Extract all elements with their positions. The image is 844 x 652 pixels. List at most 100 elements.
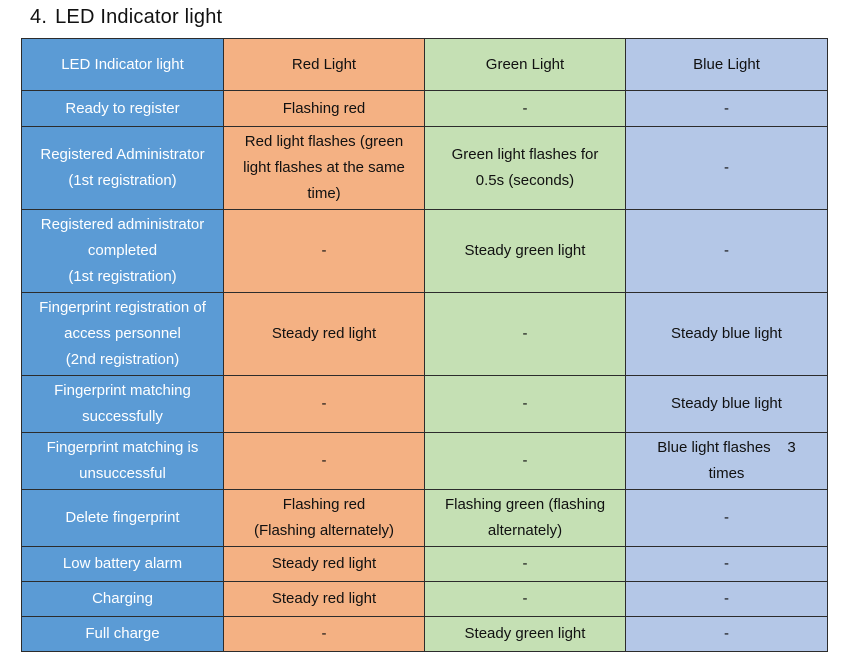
blue-light-cell: Steady blue light <box>625 292 828 376</box>
row-label-cell: Fingerprint registration of access person… <box>21 292 224 376</box>
cell-text-line: successfully <box>82 408 163 425</box>
cell-text-line: - <box>321 452 327 469</box>
table-row: Full charge - Steady green light - <box>21 616 828 652</box>
blue-light-cell: - <box>625 546 828 582</box>
blue-light-cell: - <box>625 90 828 127</box>
row-label-cell: Charging <box>21 581 224 617</box>
cell-text-line: - <box>724 159 729 176</box>
cell-text-line: Steady red light <box>271 590 377 607</box>
red-light-cell: - <box>223 432 425 490</box>
cell-text-line: 0.5s (seconds) <box>475 172 575 189</box>
cell-text-line: Registered administrator <box>40 216 205 233</box>
cell-text-line: Steady blue light <box>671 325 782 342</box>
cell-text-line: Delete fingerprint <box>65 509 180 526</box>
cell-text-line: - <box>724 509 729 526</box>
cell-text-line: Fingerprint matching is <box>46 439 199 456</box>
cell-text-line: - <box>724 555 729 572</box>
cell-text-line: - <box>724 242 729 259</box>
cell-text-line: (1st registration) <box>68 172 177 189</box>
blue-light-cell: - <box>625 209 828 293</box>
cell-text-line: - <box>321 242 327 259</box>
header-cell-red: Red Light <box>223 38 425 91</box>
cell-text-line: - <box>522 325 528 342</box>
cell-text-line: Steady green light <box>464 242 586 259</box>
cell-text-line: Full charge <box>85 625 160 642</box>
red-light-cell: - <box>223 375 425 433</box>
cell-text-line: Steady red light <box>271 555 377 572</box>
red-light-cell: Steady red light <box>223 546 425 582</box>
cell-text-line: Registered Administrator <box>40 146 205 163</box>
cell-text-line: Red light flashes (green <box>244 133 404 150</box>
green-light-cell: Flashing green (flashing alternately) <box>424 489 626 547</box>
cell-text-line: Flashing green (flashing <box>444 496 606 513</box>
table-row: Fingerprint registration of access person… <box>21 292 828 376</box>
green-light-cell: Green light flashes for 0.5s (seconds) <box>424 126 626 210</box>
header-cell-blue: Blue Light <box>625 38 828 91</box>
header-cell-green: Green Light <box>424 38 626 91</box>
cell-text-line: - <box>522 99 528 117</box>
cell-text-line: - <box>321 625 327 642</box>
led-table-body: LED Indicator light Red Light Green Ligh… <box>21 38 828 652</box>
header-cell-indicator: LED Indicator light <box>21 38 224 91</box>
table-row: Registered Administrator (1st registratio… <box>21 126 828 210</box>
cell-text-line: access personnel <box>64 325 181 342</box>
cell-text-line: - <box>724 590 729 607</box>
cell-text-line: - <box>522 452 528 469</box>
cell-text-line: - <box>522 395 528 412</box>
cell-text-line: Fingerprint matching <box>54 382 191 399</box>
cell-text-line: - <box>321 395 327 412</box>
cell-text-line: (1st registration) <box>68 268 177 285</box>
table-row: Charging Steady red light - - <box>21 581 828 617</box>
table-row: Delete fingerprint Flashing red (Flashing … <box>21 489 828 547</box>
led-indicator-table: LED Indicator light Red Light Green Ligh… <box>21 38 828 652</box>
red-light-cell: Flashing red (Flashing alternately) <box>223 489 425 547</box>
red-light-cell: Steady red light <box>223 292 425 376</box>
green-light-cell: - <box>424 292 626 376</box>
cell-text-line: Flashing red <box>282 496 366 513</box>
row-label-cell: Fingerprint matching is unsuccessful <box>21 432 224 490</box>
red-light-cell: Red light flashes (green light flashes at… <box>223 126 425 210</box>
table-row: Fingerprint matching is unsuccessful - - Blu… <box>21 432 828 490</box>
row-label-cell: Fingerprint matching successfully <box>21 375 224 433</box>
green-light-cell: - <box>424 432 626 490</box>
section-heading: 4. LED Indicator light <box>30 6 222 29</box>
cell-text-line: Blue light flashes 3 <box>657 439 796 456</box>
blue-light-cell: - <box>625 489 828 547</box>
cell-text-line: completed <box>87 242 158 259</box>
cell-text-line: Low battery alarm <box>62 555 183 572</box>
row-label-cell: Registered Administrator (1st registratio… <box>21 126 224 210</box>
table-row: Registered administrator completed (1st re… <box>21 209 828 293</box>
table-row: Ready to register Flashing red - - <box>21 90 828 127</box>
cell-text-line: unsuccessful <box>79 465 166 482</box>
table-row: Low battery alarm Steady red light - - <box>21 546 828 582</box>
row-label-cell: Full charge <box>21 616 224 652</box>
green-light-cell: - <box>424 546 626 582</box>
cell-text-line: alternately) <box>487 522 563 539</box>
red-light-cell: Flashing red <box>223 90 425 127</box>
green-light-cell: - <box>424 581 626 617</box>
row-label-cell: Ready to register <box>21 90 224 127</box>
cell-text-line: light flashes at the same <box>243 159 405 176</box>
cell-text-line: Green light flashes for <box>451 146 599 163</box>
blue-light-cell: Steady blue light <box>625 375 828 433</box>
cell-text-line: Fingerprint registration of <box>39 299 206 316</box>
cell-text-line: time) <box>307 185 341 202</box>
table-row: Fingerprint matching successfully - - Steady… <box>21 375 828 433</box>
cell-text-line: times <box>708 465 745 482</box>
red-light-cell: Steady red light <box>223 581 425 617</box>
cell-text-line: Ready to register <box>65 99 180 117</box>
cell-text-line: - <box>522 590 528 607</box>
cell-text-line: - <box>724 99 729 117</box>
green-light-cell: - <box>424 375 626 433</box>
cell-text-line: Steady blue light <box>671 395 782 412</box>
green-light-cell: Steady green light <box>424 616 626 652</box>
section-number: 4. <box>30 6 48 28</box>
cell-text-line: Flashing red <box>282 99 366 117</box>
row-label-cell: Low battery alarm <box>21 546 224 582</box>
cell-text-line: (2nd registration) <box>65 351 180 368</box>
blue-light-cell: Blue light flashes 3 times <box>625 432 828 490</box>
cell-text-line: Steady green light <box>464 625 586 642</box>
row-label-cell: Delete fingerprint <box>21 489 224 547</box>
blue-light-cell: - <box>625 126 828 210</box>
red-light-cell: - <box>223 616 425 652</box>
